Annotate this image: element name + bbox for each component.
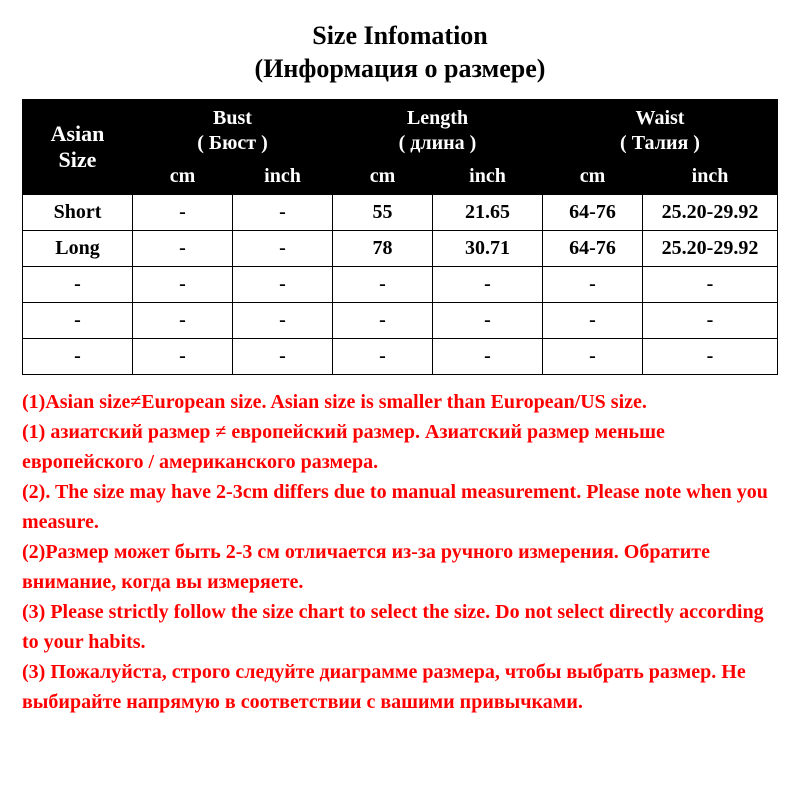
note-line: (1) азиатский размер ≠ европейский разме… — [22, 417, 778, 477]
len-in-cell: - — [433, 339, 543, 375]
bust-in-cell: - — [233, 195, 333, 231]
waist-inch: inch — [643, 163, 778, 195]
size-cell: - — [23, 339, 133, 375]
len-cm-cell: - — [333, 267, 433, 303]
size-cell: Long — [23, 231, 133, 267]
waist-cm-cell: - — [543, 303, 643, 339]
bust-inch: inch — [233, 163, 333, 195]
bust-cm: cm — [133, 163, 233, 195]
waist-cm-cell: 64-76 — [543, 195, 643, 231]
waist-cm: cm — [543, 163, 643, 195]
col-waist: Waist ( Талия ) — [543, 100, 778, 163]
waist-in-cell: - — [643, 339, 778, 375]
waist-in-cell: 25.20-29.92 — [643, 195, 778, 231]
waist-in-cell: - — [643, 267, 778, 303]
col-bust-en: Bust — [213, 107, 252, 129]
len-cm-cell: - — [333, 303, 433, 339]
note-line: (2). The size may have 2-3cm differs due… — [22, 477, 778, 537]
bust-cm-cell: - — [133, 339, 233, 375]
size-table-body: Short--5521.6564-7625.20-29.92Long--7830… — [23, 195, 778, 375]
len-in-cell: - — [433, 267, 543, 303]
title-line2: (Информация о размере) — [22, 53, 778, 86]
note-line: (2)Размер может быть 2-3 см отличается и… — [22, 537, 778, 597]
bust-in-cell: - — [233, 231, 333, 267]
bust-in-cell: - — [233, 339, 333, 375]
table-row: Short--5521.6564-7625.20-29.92 — [23, 195, 778, 231]
table-row: Long--7830.7164-7625.20-29.92 — [23, 231, 778, 267]
bust-in-cell: - — [233, 267, 333, 303]
len-in-cell: - — [433, 303, 543, 339]
waist-in-cell: 25.20-29.92 — [643, 231, 778, 267]
len-cm-cell: - — [333, 339, 433, 375]
len-cm: cm — [333, 163, 433, 195]
bust-cm-cell: - — [133, 231, 233, 267]
note-line: (3) Пожалуйста, строго следуйте диаграмм… — [22, 657, 778, 717]
bust-in-cell: - — [233, 303, 333, 339]
col-waist-ru: ( Талия ) — [620, 132, 700, 154]
asian-size-l1: Asian — [51, 121, 105, 146]
table-row: ------- — [23, 339, 778, 375]
bust-cm-cell: - — [133, 303, 233, 339]
waist-cm-cell: 64-76 — [543, 231, 643, 267]
col-length-en: Length — [407, 107, 468, 129]
title-block: Size Infomation (Информация о размере) — [22, 20, 778, 85]
table-row: ------- — [23, 267, 778, 303]
waist-in-cell: - — [643, 303, 778, 339]
len-cm-cell: 78 — [333, 231, 433, 267]
len-in-cell: 30.71 — [433, 231, 543, 267]
waist-cm-cell: - — [543, 339, 643, 375]
bust-cm-cell: - — [133, 267, 233, 303]
len-inch: inch — [433, 163, 543, 195]
size-cell: - — [23, 267, 133, 303]
col-bust-ru: ( Бюст ) — [197, 132, 268, 154]
len-cm-cell: 55 — [333, 195, 433, 231]
size-cell: - — [23, 303, 133, 339]
waist-cm-cell: - — [543, 267, 643, 303]
size-table: Asian Size Bust ( Бюст ) Length ( длина … — [22, 99, 778, 375]
notes-block: (1)Asian size≠European size. Asian size … — [22, 387, 778, 717]
col-length: Length ( длина ) — [333, 100, 543, 163]
title-line1: Size Infomation — [22, 20, 778, 53]
note-line: (3) Please strictly follow the size char… — [22, 597, 778, 657]
col-length-ru: ( длина ) — [399, 132, 477, 154]
col-waist-en: Waist — [636, 107, 685, 129]
size-cell: Short — [23, 195, 133, 231]
col-asian-size: Asian Size — [23, 100, 133, 195]
note-line: (1)Asian size≠European size. Asian size … — [22, 387, 778, 417]
table-row: ------- — [23, 303, 778, 339]
len-in-cell: 21.65 — [433, 195, 543, 231]
bust-cm-cell: - — [133, 195, 233, 231]
size-table-header: Asian Size Bust ( Бюст ) Length ( длина … — [23, 100, 778, 195]
asian-size-l2: Size — [59, 147, 97, 172]
col-bust: Bust ( Бюст ) — [133, 100, 333, 163]
